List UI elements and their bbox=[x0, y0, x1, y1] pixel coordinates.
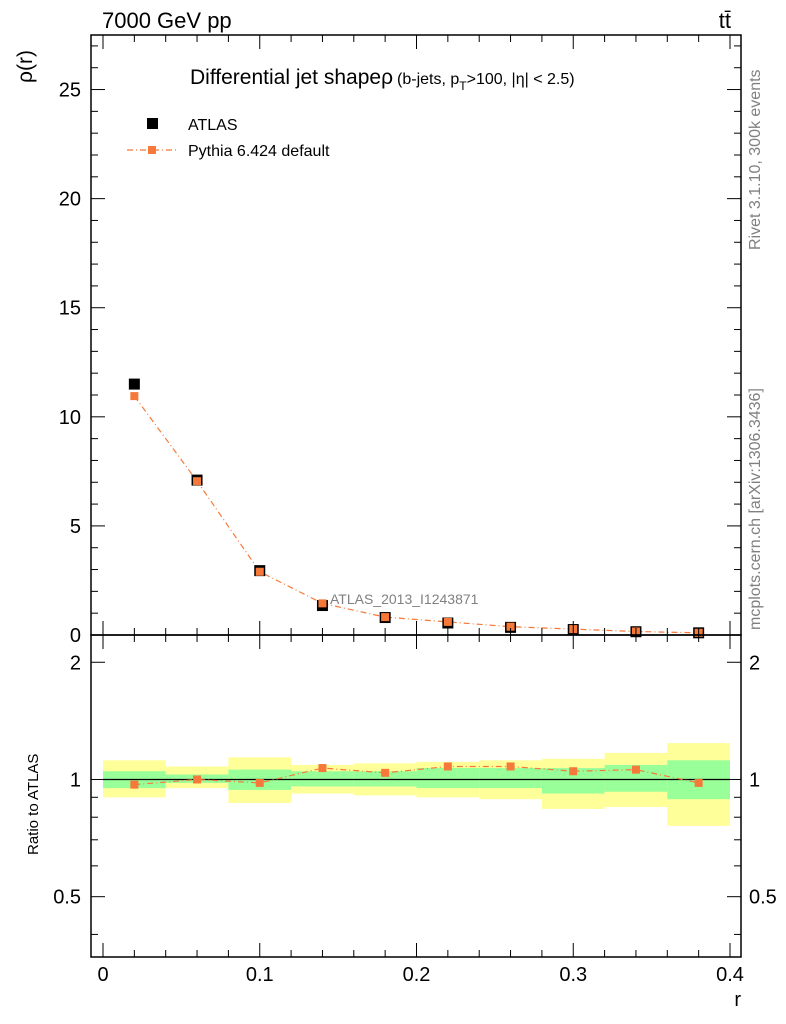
ratio-frame bbox=[90, 634, 742, 958]
process-label: tt̄ bbox=[719, 8, 731, 33]
ratio-pythia-point bbox=[130, 780, 139, 789]
ratio-pythia-point bbox=[443, 762, 452, 771]
ratio-xlabel: r bbox=[734, 989, 741, 1011]
main-title-text: Differential jet shape bbox=[190, 66, 381, 89]
legend-label-pythia: Pythia 6.424 default bbox=[188, 143, 330, 160]
main-ytick-label: 0 bbox=[70, 625, 81, 647]
ratio-inner-band bbox=[479, 768, 542, 789]
ratio-inner-band bbox=[291, 771, 354, 787]
ratio-xtick-label: 0.3 bbox=[559, 964, 587, 986]
ratio-pythia-point bbox=[318, 764, 327, 773]
analysis-label: ATLAS_2013_I1243871 bbox=[330, 591, 479, 607]
ratio-ytick-label-right: 1 bbox=[749, 769, 760, 791]
pythia-point bbox=[130, 392, 139, 401]
main-subtitle-pre: (b-jets, p bbox=[397, 71, 459, 88]
ratio-ytick-label-right: 2 bbox=[749, 652, 760, 674]
pythia-point bbox=[381, 613, 390, 622]
main-ytick-label: 10 bbox=[59, 407, 81, 429]
legend-marker-atlas bbox=[147, 118, 158, 129]
main-subtitle-post: >100, |η| < 2.5) bbox=[467, 71, 575, 88]
pythia-point bbox=[318, 599, 327, 608]
legend: ATLAS Pythia 6.424 default bbox=[127, 117, 330, 160]
ratio-ytick-label: 2 bbox=[70, 652, 81, 674]
ratio-pythia-point bbox=[381, 768, 390, 777]
rivet-label: Rivet 3.1.10, 300k events bbox=[747, 69, 764, 250]
main-ylabel: ρ(r) bbox=[14, 50, 37, 83]
ratio-pythia-point bbox=[569, 767, 578, 776]
ratio-panel: 0 0.1 0.2 0.3 0.4 0.5 0.5 1 1 2 2 Ratio to ATLAS r bbox=[25, 634, 777, 1011]
main-subtitle-sub: T bbox=[459, 79, 467, 93]
ratio-xtick-label: 0.1 bbox=[246, 964, 274, 986]
ratio-pythia-point bbox=[631, 765, 640, 774]
legend-marker-pythia bbox=[148, 146, 156, 154]
ratio-xtick-label: 0.2 bbox=[403, 964, 431, 986]
ratio-pythia-point bbox=[506, 762, 515, 771]
main-ytick-label: 5 bbox=[70, 516, 81, 538]
main-ytick-label: 15 bbox=[59, 298, 81, 320]
ratio-ytick-label: 0.5 bbox=[53, 887, 81, 909]
main-ytick-label: 25 bbox=[59, 80, 81, 102]
pythia-point bbox=[443, 617, 452, 626]
ratio-inner-band bbox=[353, 771, 417, 787]
main-panel: 0 5 10 15 20 25 ρ(r) Differential jet shapeρ(… bbox=[14, 34, 742, 647]
ratio-ytick-label-right: 0.5 bbox=[749, 887, 777, 909]
ratio-pythia-point bbox=[694, 778, 703, 787]
pythia-line bbox=[133, 395, 699, 634]
main-title-symbol: ρ bbox=[381, 66, 393, 89]
legend-label-atlas: ATLAS bbox=[188, 117, 238, 134]
ratio-ytick-label: 1 bbox=[70, 769, 81, 791]
ratio-pythia-point bbox=[193, 775, 202, 784]
pythia-point bbox=[506, 622, 515, 631]
pythia-point bbox=[255, 567, 264, 576]
ratio-inner-band bbox=[416, 768, 480, 789]
ratio-xtick-label: 0 bbox=[97, 964, 108, 986]
ratio-pythia-line bbox=[134, 765, 699, 786]
pythia-point bbox=[193, 477, 202, 486]
ratio-xtick-label: 0.4 bbox=[716, 964, 744, 986]
beam-label: 7000 GeV pp bbox=[102, 8, 232, 33]
main-ytick-label: 20 bbox=[59, 189, 81, 211]
atlas-point bbox=[128, 378, 140, 390]
ratio-ylabel: Ratio to ATLAS bbox=[25, 754, 42, 855]
mcplots-label: mcplots.cern.ch [arXiv:1306.3436] bbox=[747, 388, 764, 630]
ratio-pythia-point bbox=[255, 778, 264, 787]
main-title: Differential jet shapeρ (b-jets, pT>100, … bbox=[190, 66, 575, 93]
